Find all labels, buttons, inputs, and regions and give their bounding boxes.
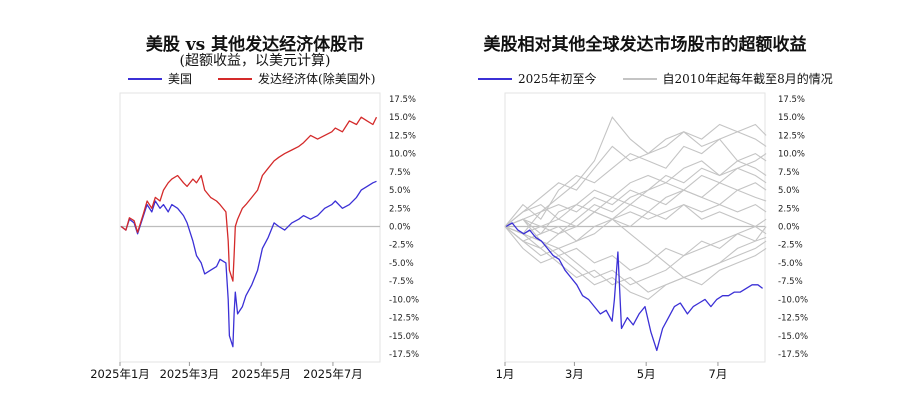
y-tick-label: -2.5% bbox=[389, 241, 414, 251]
y-tick-label: 2.5% bbox=[778, 204, 800, 214]
plot-frame-0 bbox=[119, 92, 381, 363]
y-tick-label: -12.5% bbox=[778, 314, 808, 324]
x-tick-label: 2025年7月 bbox=[303, 367, 363, 381]
y-tick-label: -15.0% bbox=[389, 332, 419, 342]
legend-swatch-us bbox=[128, 77, 162, 80]
left-chart-title: 美股 vs 其他发达经济体股市 bbox=[145, 35, 365, 55]
y-tick-label: 17.5% bbox=[778, 95, 805, 105]
legend-swatch-2025 bbox=[478, 77, 512, 80]
series-line-0-0 bbox=[120, 180, 377, 348]
y-tick-label: 7.5% bbox=[389, 168, 411, 178]
y-tick-label: -12.5% bbox=[389, 314, 419, 324]
y-tick-label: 7.5% bbox=[778, 168, 800, 178]
left-chart-legend: 美国 发达经济体(除美国外) bbox=[128, 70, 375, 87]
history-line-13 bbox=[504, 226, 767, 301]
y-tick-label: -10.0% bbox=[389, 295, 419, 305]
x-tick-label: 5月 bbox=[637, 367, 656, 381]
x-tick-label: 1月 bbox=[496, 367, 515, 381]
legend-label-history: 自2010年起每年截至8月的情况 bbox=[662, 72, 833, 86]
right-chart-legend: 2025年初至今 自2010年起每年截至8月的情况 bbox=[478, 70, 833, 87]
history-line-11 bbox=[504, 225, 767, 293]
legend-label-dev: 发达经济体(除美国外) bbox=[258, 72, 376, 86]
y-tick-label: -7.5% bbox=[389, 277, 414, 287]
y-tick-label: 0.0% bbox=[389, 223, 411, 233]
history-line-7 bbox=[504, 189, 767, 228]
y-tick-label: -5.0% bbox=[778, 259, 803, 269]
history-line-1 bbox=[504, 116, 767, 235]
y-tick-label: 5.0% bbox=[389, 186, 411, 196]
history-line-6 bbox=[504, 182, 767, 235]
y-tick-label: -17.5% bbox=[389, 350, 419, 360]
y-tick-label: -5.0% bbox=[389, 259, 414, 269]
y-tick-label: -10.0% bbox=[778, 295, 808, 305]
y-tick-label: -2.5% bbox=[778, 241, 803, 251]
x-tick-label: 3月 bbox=[565, 367, 584, 381]
legend-swatch-history bbox=[622, 77, 657, 80]
y-tick-label: 0.0% bbox=[778, 223, 800, 233]
y-tick-label: 2.5% bbox=[389, 204, 411, 214]
y-tick-label: 12.5% bbox=[389, 131, 416, 141]
x-tick-label: 2025年1月 bbox=[90, 367, 150, 381]
legend-label-us: 美国 bbox=[168, 72, 193, 86]
history-line-0 bbox=[504, 123, 767, 227]
y-tick-label: 12.5% bbox=[778, 131, 805, 141]
history-line-9 bbox=[504, 203, 767, 235]
x-tick-label: 2025年3月 bbox=[160, 367, 220, 381]
right-chart-title: 美股相对其他全球发达市场股市的超额收益 bbox=[483, 35, 807, 55]
history-line-2 bbox=[504, 138, 767, 227]
history-line-4 bbox=[504, 160, 767, 250]
y-tick-label: -7.5% bbox=[778, 277, 803, 287]
series-line-1-0 bbox=[505, 222, 763, 352]
y-tick-label: 10.0% bbox=[778, 150, 805, 160]
y-tick-label: 15.0% bbox=[389, 113, 416, 123]
left-chart-subtitle: (超额收益，以美元计算) bbox=[179, 53, 331, 69]
series-line-0-1 bbox=[120, 116, 378, 282]
y-tick-label: 15.0% bbox=[778, 113, 805, 123]
y-tick-label: -17.5% bbox=[778, 350, 808, 360]
y-tick-label: 17.5% bbox=[389, 95, 416, 105]
history-line-14 bbox=[504, 218, 767, 279]
y-tick-label: 10.0% bbox=[389, 150, 416, 160]
y-tick-label: -15.0% bbox=[778, 332, 808, 342]
x-tick-label: 2025年5月 bbox=[231, 367, 291, 381]
history-line-5 bbox=[504, 167, 767, 228]
legend-label-2025: 2025年初至今 bbox=[518, 72, 597, 86]
legend-swatch-dev bbox=[218, 77, 253, 80]
history-line-10 bbox=[504, 225, 767, 271]
y-tick-label: 5.0% bbox=[778, 186, 800, 196]
x-tick-label: 7月 bbox=[709, 367, 728, 381]
